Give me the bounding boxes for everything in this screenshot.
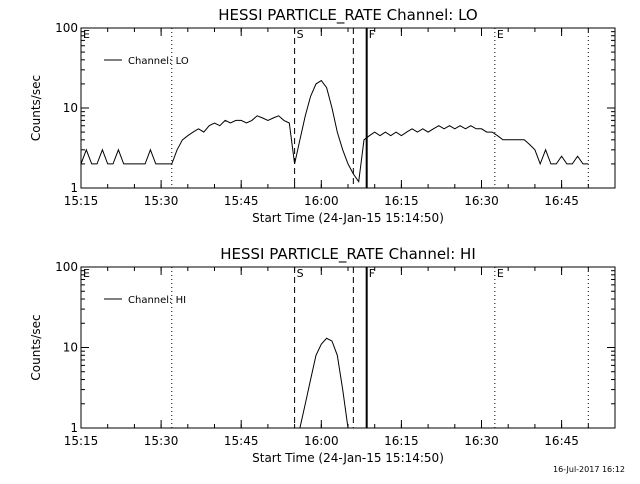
panel-2-chart: HESSI PARTICLE_RATE Channel: HI 15:15 15:3… bbox=[29, 245, 615, 465]
panel-2-x-tick-label: 16:15 bbox=[384, 434, 419, 448]
panel-1-x-tick-label: 16:45 bbox=[544, 194, 579, 208]
panel-2-y-axis-label: Counts/sec bbox=[29, 314, 43, 380]
panel-1-x-tick-label: 16:30 bbox=[464, 194, 499, 208]
panel-2-y-tick-label: 10 bbox=[63, 341, 78, 355]
panel-1-x-tick-label: 15:15 bbox=[64, 194, 99, 208]
panel-1-y-tick-label: 10 bbox=[63, 101, 78, 115]
panel-2-x-axis-label: Start Time (24-Jan-15 15:14:50) bbox=[252, 451, 444, 465]
panel-2-x-tick-label: 15:30 bbox=[144, 434, 179, 448]
panel-1-marker-label: E bbox=[83, 28, 90, 41]
panel-1-legend-label: Channel: LO bbox=[128, 56, 189, 67]
panel-1-x-axis-label: Start Time (24-Jan-15 15:14:50) bbox=[252, 211, 444, 225]
panel-2-marker-label: S bbox=[297, 267, 304, 280]
panel-1-x-tick-label: 15:30 bbox=[144, 194, 179, 208]
panel-2-legend-label: Channel: HI bbox=[128, 295, 186, 306]
panel-2-title: HESSI PARTICLE_RATE Channel: HI bbox=[220, 245, 476, 264]
timestamp-label: 16-Jul-2017 16:12 bbox=[553, 465, 625, 474]
panel-1-y-tick-label: 100 bbox=[55, 21, 78, 35]
panel-1-marker-label: S bbox=[297, 28, 304, 41]
panel-1-title: HESSI PARTICLE_RATE Channel: LO bbox=[218, 6, 477, 25]
panel-1-chart: HESSI PARTICLE_RATE Channel: LO 15:15 15:3… bbox=[29, 6, 615, 225]
panel-1-series-line bbox=[81, 81, 588, 182]
panel-2-series-line bbox=[300, 338, 348, 428]
panel-1-y-axis-label: Counts/sec bbox=[29, 75, 43, 141]
panel-1-x-tick-label: 16:00 bbox=[304, 194, 339, 208]
panel-2-marker-label: E bbox=[497, 267, 504, 280]
panel-2-y-tick-label: 1 bbox=[70, 421, 78, 435]
panel-1-marker-label: E bbox=[497, 28, 504, 41]
panel-2-x-tick-label: 16:45 bbox=[544, 434, 579, 448]
panel-2-marker-label: E bbox=[83, 267, 90, 280]
panel-2-frame bbox=[81, 267, 615, 428]
panel-2-x-tick-label: 16:30 bbox=[464, 434, 499, 448]
panel-2-marker-label: F bbox=[369, 267, 375, 280]
panel-2-x-tick-label: 15:15 bbox=[64, 434, 99, 448]
panel-1-x-tick-label: 16:15 bbox=[384, 194, 419, 208]
panel-1-x-tick-label: 15:45 bbox=[224, 194, 259, 208]
panel-1-y-tick-label: 1 bbox=[70, 181, 78, 195]
panel-2-x-tick-label: 15:45 bbox=[224, 434, 259, 448]
panel-1-marker-label: F bbox=[369, 28, 375, 41]
panel-2-y-tick-label: 100 bbox=[55, 260, 78, 274]
panel-2-x-tick-label: 16:00 bbox=[304, 434, 339, 448]
